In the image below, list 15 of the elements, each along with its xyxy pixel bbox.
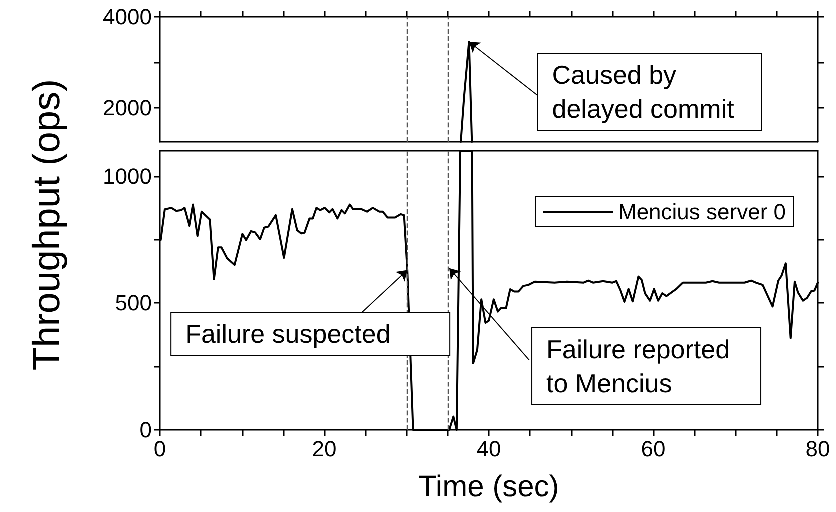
x-tick-label: 80 [806,436,830,462]
y-tick-label: 0 [140,418,152,442]
legend-label: Mencius server 0 [618,200,786,224]
y-axis-title: Throughput (ops) [26,79,70,371]
y-tick-label: 1000 [103,164,152,189]
y-tick-label: 2000 [103,95,152,120]
y-tick-label: 500 [115,290,152,316]
x-axis-title: Time (sec) [418,470,560,504]
annotation: Caused by delayed commit [552,60,736,124]
annotation: Failure reported to Mencius [546,334,738,398]
y-tick-label: 4000 [103,4,152,30]
annotation: Failure suspected [186,319,391,350]
x-tick-label: 60 [641,436,666,462]
x-tick-label: 20 [312,436,337,462]
x-tick-label: 40 [476,436,502,462]
